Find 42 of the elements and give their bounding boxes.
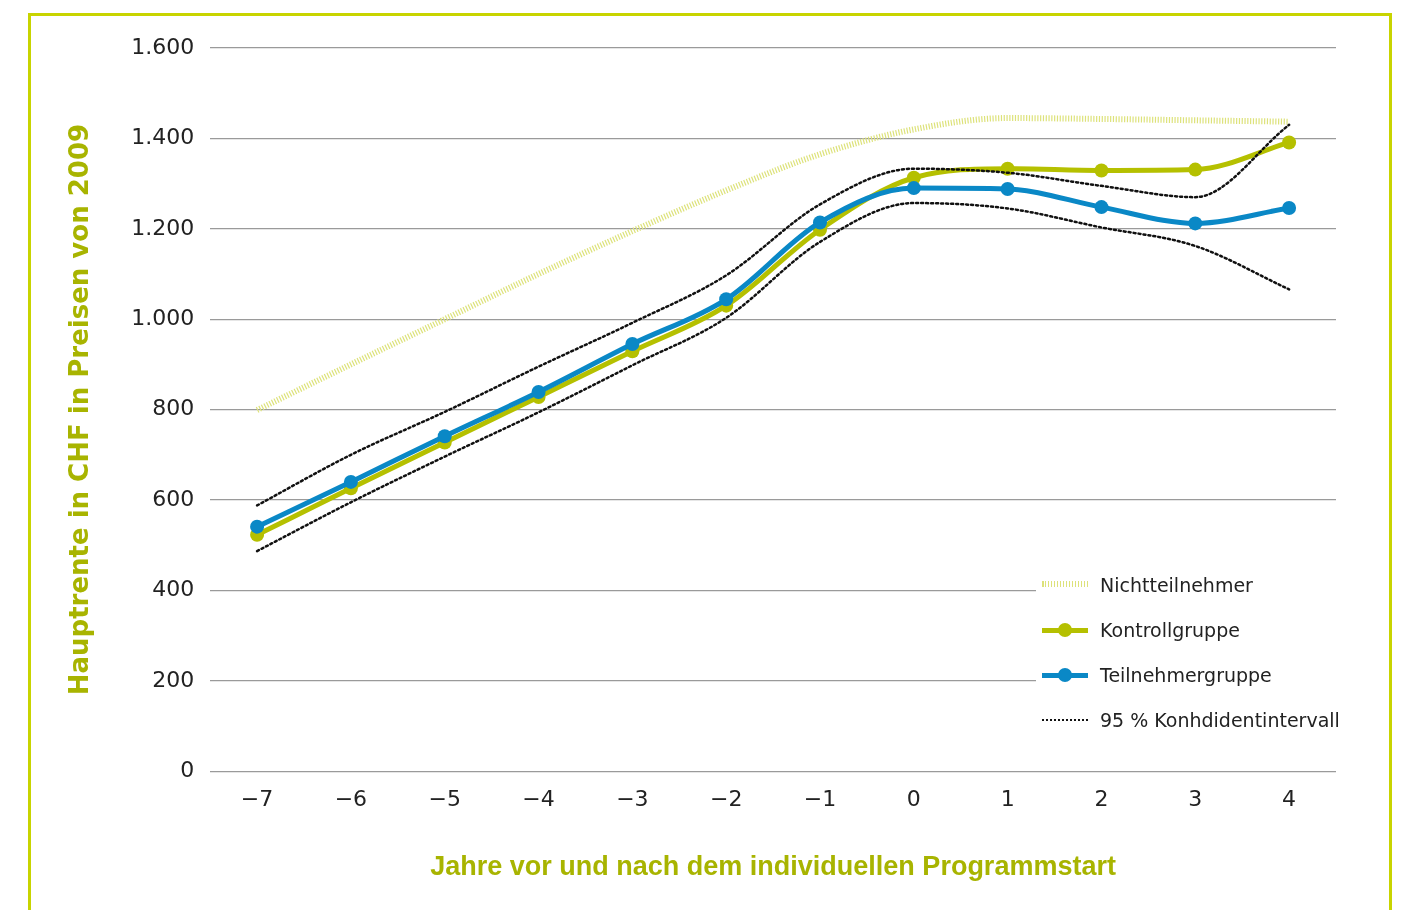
x-tick-label: 3 bbox=[1188, 786, 1203, 812]
y-tick-label: 1.400 bbox=[131, 124, 195, 150]
legend-label: 95 % Konhdidentintervall bbox=[1100, 708, 1340, 731]
point bbox=[719, 292, 734, 307]
x-tick-label: −7 bbox=[240, 786, 274, 812]
point bbox=[625, 337, 640, 352]
x-tick-label: −1 bbox=[803, 786, 837, 812]
y-tick-label: 200 bbox=[152, 666, 195, 692]
x-tick-label: 2 bbox=[1094, 786, 1109, 812]
point bbox=[1000, 182, 1015, 197]
x-tick-label: −4 bbox=[522, 786, 555, 812]
point bbox=[437, 429, 452, 444]
x-tick-label: −3 bbox=[616, 786, 649, 812]
point bbox=[906, 181, 921, 196]
point bbox=[531, 384, 546, 399]
y-tick-label: 800 bbox=[152, 395, 195, 421]
y-tick-label: 400 bbox=[152, 576, 195, 602]
x-tick-label: −6 bbox=[334, 786, 368, 812]
y-tick-label: 1.600 bbox=[131, 33, 195, 59]
point bbox=[1282, 201, 1297, 216]
x-tick-label: 4 bbox=[1282, 786, 1297, 812]
legend-label: Kontrollgruppe bbox=[1100, 618, 1240, 641]
x-tick-label: 1 bbox=[1000, 786, 1015, 812]
point bbox=[250, 519, 265, 534]
x-tick-label: −2 bbox=[709, 786, 743, 812]
y-axis-title: Hauptrente in CHF in Preisen von 2009 bbox=[64, 123, 95, 696]
legend-label: Nichtteilnehmer bbox=[1100, 573, 1253, 596]
y-tick-label: 1.000 bbox=[131, 304, 195, 330]
y-tick-label: 600 bbox=[152, 485, 195, 511]
point bbox=[343, 474, 358, 489]
legend-label: Teilnehmergruppe bbox=[1100, 663, 1272, 686]
y-tick-label: 1.200 bbox=[131, 214, 195, 240]
point bbox=[1094, 163, 1109, 178]
point bbox=[813, 215, 827, 230]
x-tick-label: −5 bbox=[428, 786, 461, 812]
point bbox=[1282, 135, 1297, 150]
x-axis-title: Jahre vor und nach dem individuellen Programmstart bbox=[430, 851, 1116, 882]
point bbox=[1094, 200, 1109, 215]
point bbox=[1188, 162, 1203, 177]
y-tick-label: 0 bbox=[180, 756, 195, 782]
point bbox=[1188, 216, 1203, 231]
x-tick-label: 0 bbox=[906, 786, 921, 812]
